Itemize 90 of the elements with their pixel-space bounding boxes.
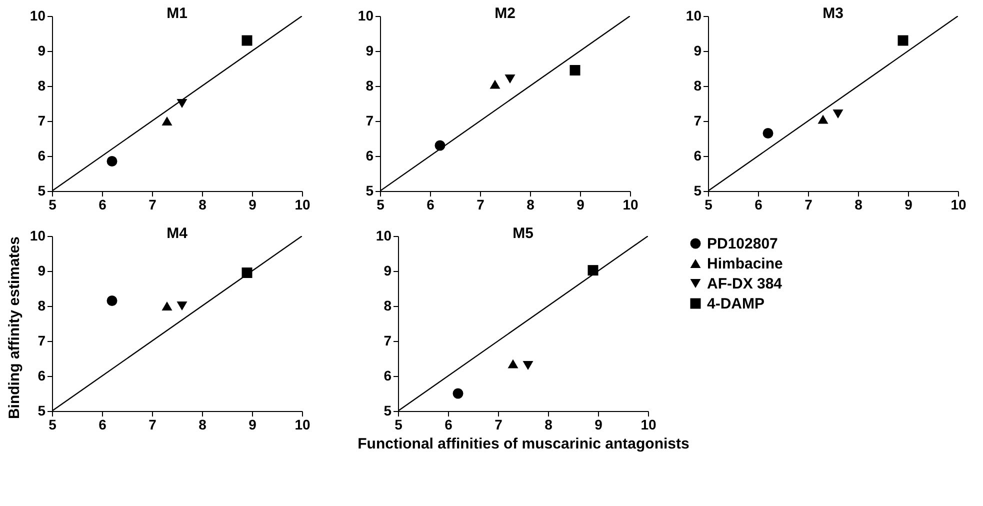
x-tick-label: 6 xyxy=(426,196,435,212)
point xyxy=(762,128,774,138)
x-tick-label: 10 xyxy=(294,196,310,212)
y-tick-label: 5 xyxy=(38,402,46,418)
y-tick-label: 8 xyxy=(384,298,392,314)
chart-title: M1 xyxy=(166,5,188,22)
legend-label: 4-DAMP xyxy=(707,296,765,312)
x-tick-label: 9 xyxy=(594,416,603,432)
point xyxy=(570,65,580,76)
x-tick-label: 9 xyxy=(576,196,585,212)
y-tick-label: 6 xyxy=(38,368,46,384)
y-axis-title: Binding affinity estimates xyxy=(6,236,23,420)
y-tick-label: 7 xyxy=(366,112,374,128)
point xyxy=(106,296,118,306)
x-tick-label: 6 xyxy=(98,416,107,432)
y-tick-label: 9 xyxy=(38,42,46,58)
point xyxy=(176,301,188,311)
point xyxy=(242,268,252,278)
y-tick-label: 7 xyxy=(384,332,392,348)
legend-label: AF-DX 384 xyxy=(707,276,783,292)
y-tick-label: 9 xyxy=(694,42,702,58)
y-tick-label: 8 xyxy=(366,78,374,94)
x-tick-label: 7 xyxy=(148,196,157,212)
y-tick-label: 10 xyxy=(358,8,374,24)
chart-title: M4 xyxy=(166,225,188,242)
point xyxy=(504,74,516,84)
y-tick-label: 6 xyxy=(366,148,374,164)
x-tick-label: 9 xyxy=(248,416,257,432)
x-tick-label: 7 xyxy=(804,196,813,212)
x-tick-label: 8 xyxy=(854,196,863,212)
x-tick-label: 5 xyxy=(48,416,57,432)
x-tick-label: 9 xyxy=(904,196,913,212)
point xyxy=(162,116,172,126)
point xyxy=(176,98,188,108)
x-tick-label: 5 xyxy=(704,196,713,212)
x-tick-label: 7 xyxy=(494,416,503,432)
x-tick-label: 8 xyxy=(544,416,553,432)
chart-title: M3 xyxy=(822,5,844,22)
point xyxy=(162,301,172,311)
y-tick-label: 9 xyxy=(38,262,46,278)
x-tick-label: 5 xyxy=(48,196,57,212)
x-axis-title: Functional affinities of muscarinic antagonists xyxy=(358,436,690,452)
point xyxy=(508,359,518,368)
y-tick-label: 10 xyxy=(376,228,392,244)
x-tick-label: 9 xyxy=(248,196,257,212)
y-tick-label: 9 xyxy=(384,262,392,278)
y-tick-label: 5 xyxy=(366,182,374,198)
legend-label: Himbacine xyxy=(707,256,783,272)
point xyxy=(818,114,828,124)
chart-title: M2 xyxy=(494,5,516,22)
y-tick-label: 7 xyxy=(38,332,46,348)
y-tick-label: 8 xyxy=(38,78,46,94)
point xyxy=(898,35,908,46)
point xyxy=(434,140,446,151)
point xyxy=(242,35,252,46)
y-tick-label: 10 xyxy=(686,8,702,24)
x-tick-label: 10 xyxy=(950,196,966,212)
legend-label: PD102807 xyxy=(707,236,778,252)
x-tick-label: 8 xyxy=(198,416,207,432)
y-tick-label: 6 xyxy=(694,148,702,164)
y-tick-label: 5 xyxy=(38,182,46,198)
y-tick-label: 10 xyxy=(30,8,46,24)
y-tick-label: 5 xyxy=(384,402,392,418)
point xyxy=(832,109,844,119)
y-tick-label: 10 xyxy=(30,228,46,244)
x-tick-label: 10 xyxy=(640,416,656,432)
x-tick-label: 6 xyxy=(98,196,107,212)
y-tick-label: 5 xyxy=(694,182,702,198)
y-tick-label: 7 xyxy=(694,112,702,128)
x-tick-label: 7 xyxy=(476,196,485,212)
chart-title: M5 xyxy=(512,225,534,242)
y-tick-label: 8 xyxy=(38,298,46,314)
x-tick-label: 5 xyxy=(394,416,403,432)
x-tick-label: 6 xyxy=(754,196,763,212)
y-tick-label: 7 xyxy=(38,112,46,128)
y-tick-label: 9 xyxy=(366,42,374,58)
x-tick-label: 10 xyxy=(294,416,310,432)
x-tick-label: 6 xyxy=(444,416,453,432)
y-tick-label: 6 xyxy=(384,368,392,384)
y-tick-label: 6 xyxy=(38,148,46,164)
x-tick-label: 8 xyxy=(526,196,535,212)
point xyxy=(106,156,118,166)
point xyxy=(588,265,598,276)
x-tick-label: 10 xyxy=(622,196,638,212)
y-tick-label: 8 xyxy=(694,78,702,94)
point xyxy=(452,388,464,399)
x-tick-label: 8 xyxy=(198,196,207,212)
point xyxy=(522,360,534,370)
x-tick-label: 7 xyxy=(148,416,157,432)
point xyxy=(490,80,500,89)
